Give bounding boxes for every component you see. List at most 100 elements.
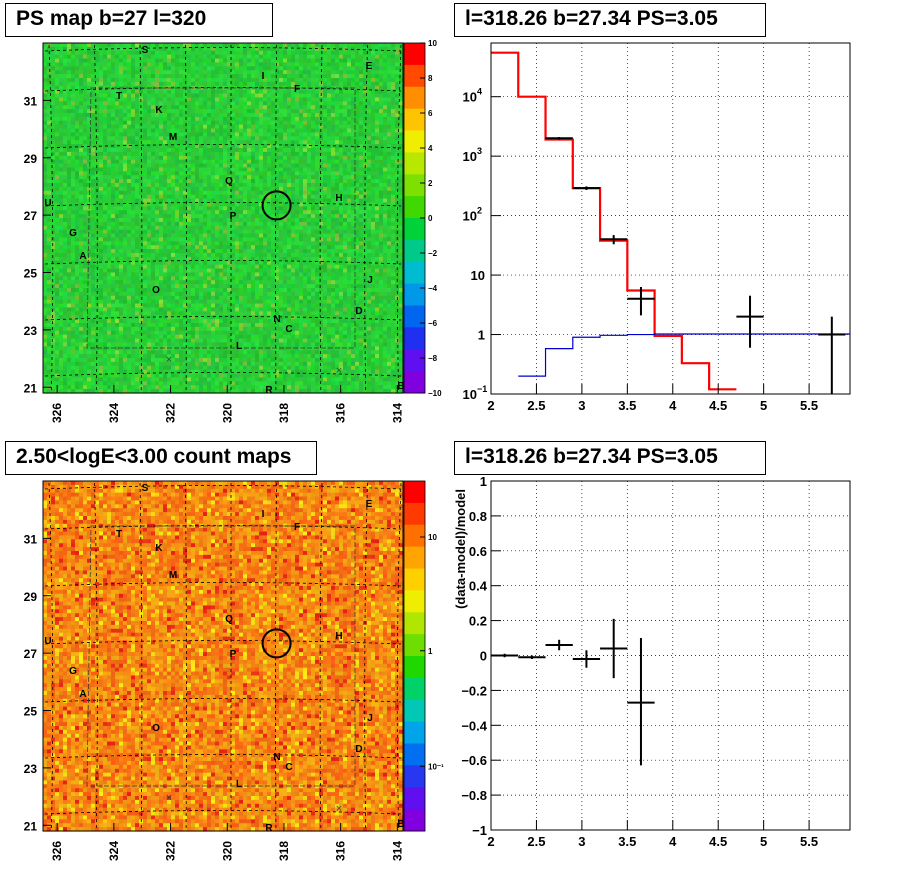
heatmap-pixel [219, 253, 224, 258]
heatmap-pixel [163, 330, 168, 336]
heatmap-pixel [243, 78, 248, 83]
heatmap-pixel [191, 175, 196, 180]
heatmap-pixel [219, 256, 224, 262]
heatmap-pixel [115, 144, 120, 149]
heatmap-pixel [247, 291, 252, 297]
heatmap-pixel [255, 241, 260, 246]
heatmap-pixel [247, 148, 252, 153]
heatmap-pixel [139, 221, 144, 227]
heatmap-pixel [187, 299, 192, 305]
heatmap-pixel [91, 260, 96, 266]
heatmap-pixel [59, 105, 64, 110]
heatmap-pixel [115, 163, 120, 169]
heatmap-pixel [79, 369, 84, 375]
heatmap-pixel [147, 206, 152, 211]
heatmap-pixel [171, 148, 176, 153]
heatmap-pixel [115, 241, 120, 246]
heatmap-pixel [215, 315, 220, 320]
heatmap-pixel [195, 385, 200, 390]
heatmap-pixel [191, 132, 196, 137]
heatmap-pixel [239, 373, 244, 379]
heatmap-pixel [127, 334, 132, 340]
heatmap-pixel [227, 245, 232, 250]
heatmap-pixel [251, 373, 256, 379]
heatmap-pixel [91, 186, 96, 192]
heatmap-pixel [123, 291, 128, 297]
heatmap-pixel [235, 225, 240, 231]
heatmap-pixel [247, 334, 252, 340]
heatmap-pixel [187, 144, 192, 149]
heatmap-pixel [163, 148, 168, 153]
heatmap-pixel [159, 253, 164, 258]
heatmap-pixel [67, 97, 72, 102]
heatmap-pixel [79, 326, 84, 332]
heatmap-pixel [51, 385, 56, 390]
heatmap-pixel [99, 225, 104, 231]
heatmap-pixel [127, 350, 132, 355]
heatmap-pixel [91, 101, 96, 106]
heatmap-pixel [223, 225, 228, 231]
heatmap-pixel [95, 132, 100, 137]
heatmap-pixel [159, 190, 164, 196]
heatmap-pixel [199, 85, 204, 91]
heatmap-pixel [203, 120, 208, 126]
heatmap-pixel [235, 144, 240, 149]
heatmap-pixel [127, 342, 132, 347]
heatmap-pixel [263, 58, 268, 64]
heatmap-pixel [123, 97, 128, 102]
heatmap-pixel [103, 280, 108, 285]
heatmap-pixel [187, 307, 192, 312]
heatmap-pixel [91, 307, 96, 312]
heatmap-pixel [231, 167, 236, 172]
heatmap-pixel [119, 221, 124, 227]
heatmap-pixel [79, 163, 84, 169]
heatmap-pixel [183, 225, 188, 231]
heatmap-pixel [255, 124, 260, 130]
heatmap-pixel [179, 116, 184, 122]
heatmap-pixel [223, 241, 228, 246]
heatmap-pixel [251, 89, 256, 95]
heatmap-pixel [199, 58, 204, 64]
heatmap-pixel [55, 280, 60, 285]
heatmap-pixel [63, 280, 68, 285]
heatmap-pixel [143, 120, 148, 126]
heatmap-pixel [147, 210, 152, 215]
heatmap-pixel [151, 210, 156, 215]
heatmap-pixel [99, 350, 104, 355]
heatmap-pixel [135, 101, 140, 106]
heatmap-pixel [43, 206, 48, 211]
heatmap-pixel [51, 128, 56, 134]
heatmap-pixel [191, 101, 196, 106]
heatmap-pixel [83, 62, 88, 67]
heatmap-pixel [47, 101, 52, 106]
heatmap-pixel [259, 93, 264, 99]
heatmap-pixel [155, 291, 160, 297]
heatmap-pixel [91, 105, 96, 110]
heatmap-pixel [207, 381, 212, 386]
heatmap-pixel [63, 74, 68, 79]
heatmap-pixel [167, 140, 172, 145]
heatmap-pixel [159, 389, 164, 394]
heatmap-pixel [123, 268, 128, 274]
heatmap-pixel [123, 299, 128, 305]
heatmap-pixel [199, 89, 204, 95]
heatmap-pixel [211, 323, 216, 328]
heatmap-pixel [115, 132, 120, 137]
heatmap-pixel [135, 373, 140, 379]
heatmap-pixel [167, 299, 172, 305]
heatmap-pixel [127, 218, 132, 223]
heatmap-pixel [99, 358, 104, 363]
heatmap-pixel [59, 58, 64, 64]
heatmap-pixel [247, 237, 252, 242]
heatmap-pixel [43, 128, 48, 134]
heatmap-pixel [215, 233, 220, 239]
heatmap-pixel [119, 171, 124, 176]
heatmap-pixel [123, 163, 128, 169]
heatmap-pixel [223, 183, 228, 188]
heatmap-pixel [207, 183, 212, 188]
heatmap-pixel [251, 315, 256, 320]
heatmap-pixel [119, 260, 124, 266]
heatmap-pixel [119, 54, 124, 60]
heatmap-pixel [199, 334, 204, 340]
heatmap-pixel [187, 225, 192, 231]
